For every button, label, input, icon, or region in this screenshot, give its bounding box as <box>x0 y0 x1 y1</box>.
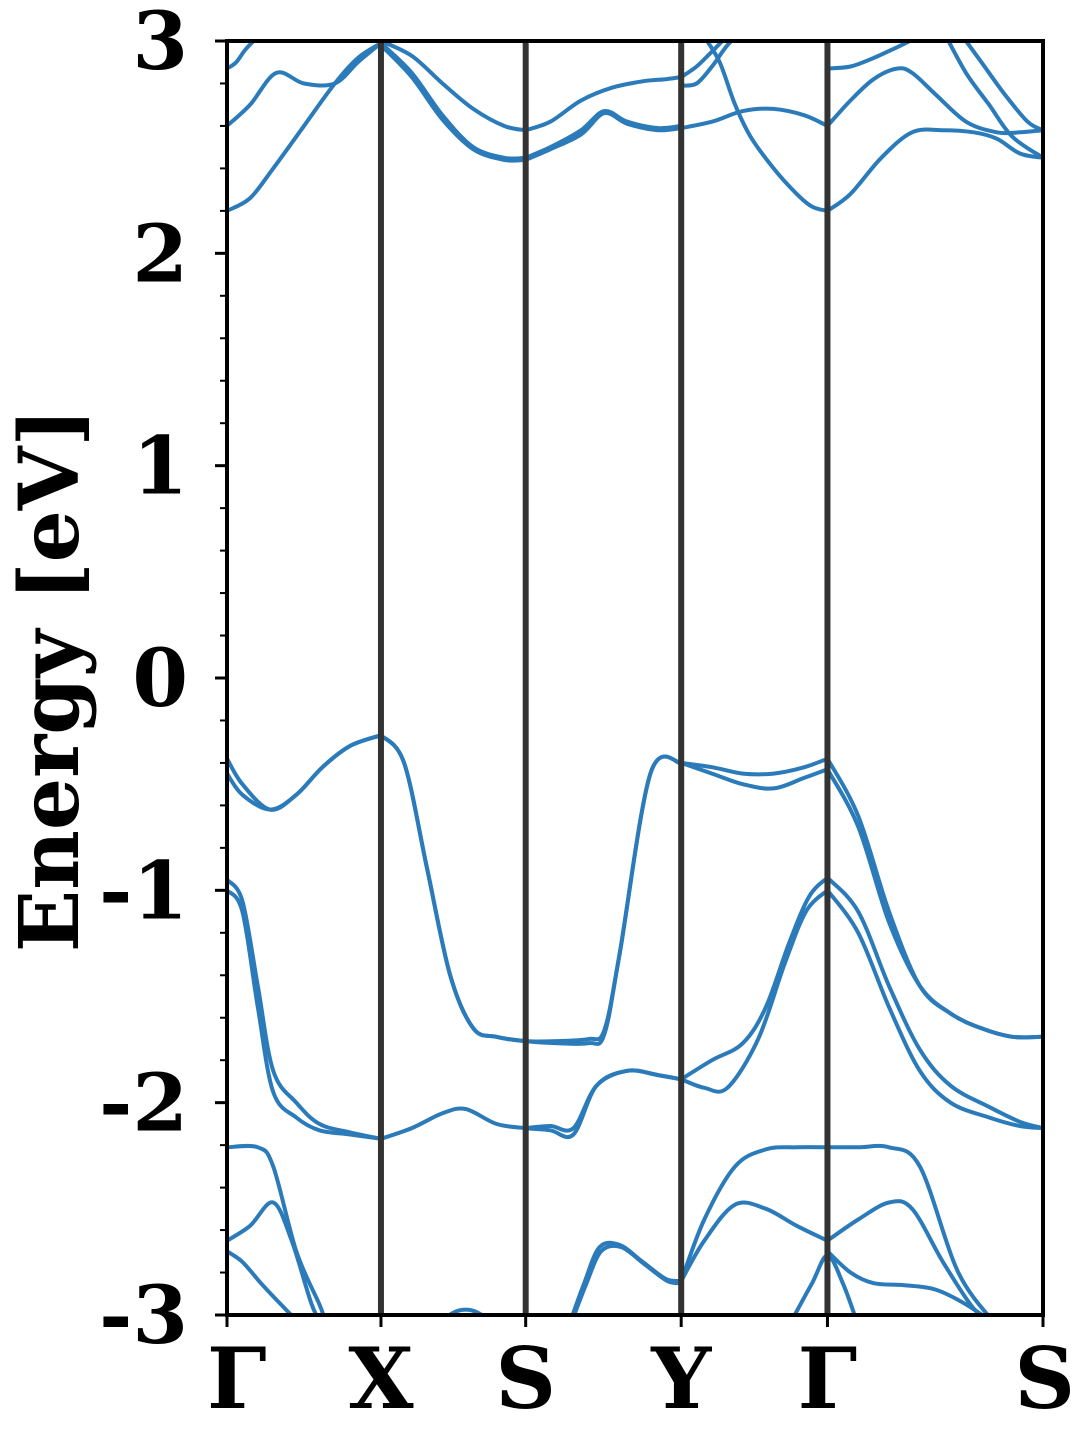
band-line-17 <box>227 1143 326 1315</box>
y-tick-label-6: -2 <box>99 1056 188 1150</box>
band-line-33 <box>379 43 528 163</box>
band-line-14 <box>679 888 830 1094</box>
band-line-19 <box>227 1249 295 1315</box>
band-line-16 <box>825 888 1043 1131</box>
band-line-15 <box>825 875 1043 1131</box>
band-line-2 <box>227 733 383 812</box>
band-line-29 <box>227 41 383 213</box>
band-line-8 <box>825 767 1043 1040</box>
y-tick-label-3: 1 <box>132 419 188 513</box>
band-line-4 <box>379 733 684 1044</box>
band-line-13 <box>679 875 830 1082</box>
y-tick-label-4: 0 <box>132 631 188 725</box>
band-line-10 <box>227 888 383 1141</box>
band-line-34 <box>379 41 528 133</box>
band-line-27 <box>825 1249 986 1315</box>
y-tick-label-1: 3 <box>132 0 188 88</box>
y-tick-label-5: -1 <box>99 843 188 937</box>
band-line-30 <box>227 41 383 128</box>
energy-bands <box>227 41 1043 1315</box>
y-axis-label: Energy [eV] <box>2 408 98 952</box>
band-line-45 <box>946 41 1043 160</box>
x-tick-label-1: Γ <box>207 1329 267 1428</box>
band-line-7 <box>825 756 1043 1040</box>
band-line-24 <box>679 1145 830 1283</box>
band-line-38 <box>679 41 726 80</box>
band-line-3 <box>379 733 684 1047</box>
band-line-25 <box>825 1143 991 1315</box>
band-line-40 <box>704 41 830 213</box>
band-line-5 <box>679 756 830 777</box>
band-line-41 <box>679 106 830 131</box>
plot-frame <box>225 39 1045 1317</box>
x-tick-label-4: Y <box>650 1329 712 1428</box>
band-line-6 <box>679 760 830 791</box>
band-line-23 <box>679 1200 830 1283</box>
band-line-9 <box>227 877 383 1141</box>
y-tick-label-2: 2 <box>132 206 188 300</box>
band-line-36 <box>523 111 684 162</box>
x-tick-label-2: X <box>348 1329 414 1428</box>
band-line-18 <box>227 1200 319 1315</box>
band-line-37 <box>523 75 684 133</box>
band-line-12 <box>523 1068 684 1133</box>
x-tick-label-3: S <box>495 1329 556 1428</box>
band-line-44 <box>825 127 1043 213</box>
band-line-22 <box>572 1243 684 1315</box>
high-symmetry-lines <box>377 41 831 1315</box>
y-tick-label-7: -3 <box>99 1268 188 1362</box>
band-line-46 <box>963 41 1043 133</box>
band-line-42 <box>825 41 915 71</box>
band-line-20 <box>445 1307 486 1315</box>
x-tick-label-6: S <box>1014 1329 1075 1428</box>
band-line-39 <box>679 41 735 88</box>
y-axis-ticks: 3 2 1 0 -1 -2 -3 <box>99 0 227 1362</box>
band-line-32 <box>379 41 528 161</box>
x-tick-label-5: Γ <box>798 1329 858 1428</box>
